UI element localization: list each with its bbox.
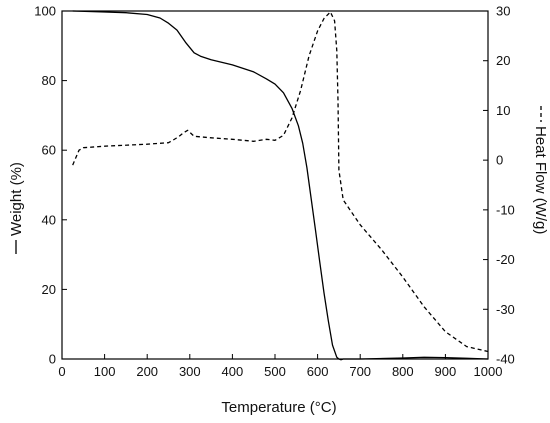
right-y-tick-label: 30 (496, 4, 510, 19)
right-y-axis-ticks: -40 -30 -20 -10 0 10 20 30 (483, 4, 515, 367)
right-y-tick-label: 20 (496, 53, 510, 68)
x-tick-label: 500 (264, 364, 286, 379)
right-y-tick-label: -30 (496, 302, 515, 317)
x-tick-label: 900 (435, 364, 457, 379)
left-y-tick-label: 80 (42, 73, 56, 88)
right-y-tick-label: -20 (496, 252, 515, 267)
right-y-tick-label: -10 (496, 202, 515, 217)
left-y-tick-label: 40 (42, 212, 56, 227)
x-tick-label: 600 (307, 364, 329, 379)
left-y-tick-label: 20 (42, 282, 56, 297)
right-y-axis-title-group: Heat Flow (W/g) (532, 106, 549, 234)
x-tick-label: 1000 (474, 364, 503, 379)
x-tick-label: 400 (222, 364, 244, 379)
x-tick-label: 800 (392, 364, 414, 379)
right-y-axis-title: Heat Flow (W/g) (532, 126, 549, 234)
left-y-axis-title-group: Weight (%) (8, 162, 25, 254)
left-y-axis-ticks: 0 20 40 60 80 100 (34, 4, 67, 367)
left-y-tick-label: 100 (34, 4, 56, 19)
x-tick-label: 100 (94, 364, 116, 379)
weight-line (72, 10, 489, 361)
x-tick-label: 200 (136, 364, 158, 379)
right-y-tick-label: -40 (496, 352, 515, 367)
x-tick-label: 700 (349, 364, 371, 379)
left-y-tick-label: 60 (42, 143, 56, 158)
left-y-tick-label: 0 (49, 352, 56, 367)
heat-flow-line (72, 11, 489, 353)
x-axis-title: Temperature (°C) (221, 399, 336, 416)
right-y-tick-label: 10 (496, 103, 510, 118)
left-y-axis-title: Weight (%) (8, 162, 25, 236)
x-axis-ticks: 0 100 200 300 400 500 600 700 800 900 1000 (58, 354, 502, 379)
x-tick-label: 0 (58, 364, 65, 379)
series-layer (72, 10, 489, 361)
right-y-tick-label: 0 (496, 153, 503, 168)
x-tick-label: 300 (179, 364, 201, 379)
